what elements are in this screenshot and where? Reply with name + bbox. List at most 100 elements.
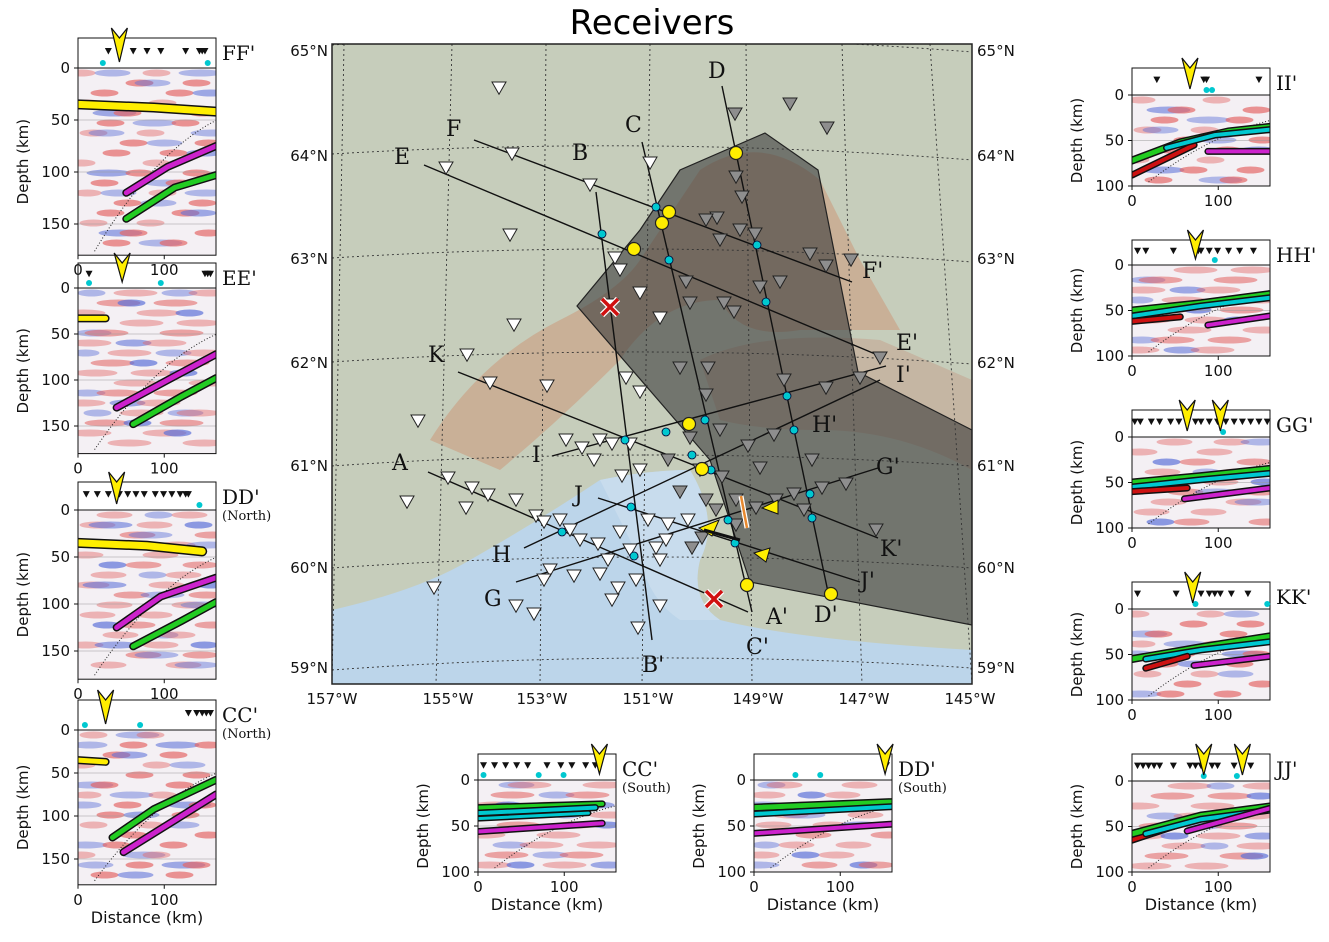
latitude-label: 60°N xyxy=(977,559,1015,577)
y-tick-label: 50 xyxy=(1105,818,1124,836)
x-marker xyxy=(599,296,621,318)
y-tick-label: 50 xyxy=(1105,474,1124,492)
x-marker xyxy=(703,588,725,610)
y-tick-label: 100 xyxy=(1095,519,1124,537)
profile-label: J' xyxy=(858,569,875,594)
arrow-marker xyxy=(1181,57,1199,90)
profile-label: K xyxy=(428,343,445,368)
arrow-marker xyxy=(97,689,115,725)
x-tick-label: 0 xyxy=(1127,706,1137,724)
y-tick-label: 150 xyxy=(41,417,70,435)
x-tick-label: 0 xyxy=(1127,192,1137,210)
x-tick-label: 0 xyxy=(749,878,759,896)
y-axis-label: Depth (km) xyxy=(1068,784,1086,869)
y-tick-label: 100 xyxy=(1095,691,1124,709)
x-tick-label: 100 xyxy=(550,878,579,896)
y-tick-label: 0 xyxy=(736,771,746,789)
y-tick-label: 0 xyxy=(460,771,470,789)
panel-label: HH' xyxy=(1276,243,1316,267)
latitude-label: 61°N xyxy=(290,457,328,475)
map-area: 65°N 64°N 63°N 62°N 61°N 60°N 59°N 65°N 64°N 63°… xyxy=(290,42,1015,708)
arrow-marker xyxy=(752,547,771,563)
profile-label: I xyxy=(532,443,541,468)
longitude-label: 149°W xyxy=(733,690,784,708)
profile-label: A xyxy=(391,451,409,476)
panel-label: II' xyxy=(1276,71,1297,95)
y-tick-label: 100 xyxy=(41,807,70,825)
profile-label: C xyxy=(625,113,642,138)
arrow-marker xyxy=(1233,743,1251,776)
panel-label: GG' xyxy=(1276,413,1313,437)
x-tick-label: 0 xyxy=(73,460,83,478)
receiver-markers xyxy=(399,81,888,636)
y-tick-label: 100 xyxy=(441,863,470,881)
latitude-label: 65°N xyxy=(977,42,1015,60)
y-tick-label: 50 xyxy=(1105,646,1124,664)
arrow-marker xyxy=(1184,571,1202,604)
arrow-marker xyxy=(110,27,128,63)
y-axis-label: Depth (km) xyxy=(1068,98,1086,183)
panel-label: FF' xyxy=(222,41,255,65)
longitude-label: 151°W xyxy=(623,690,674,708)
x-axis-label: Distance (km) xyxy=(1145,895,1257,914)
y-tick-label: 0 xyxy=(60,279,70,297)
y-tick-label: 50 xyxy=(451,817,470,835)
arrow-marker xyxy=(113,252,131,285)
profile-lines xyxy=(423,85,887,641)
latitude-label: 59°N xyxy=(290,659,328,677)
longitude-label: 147°W xyxy=(839,690,890,708)
x-tick-label: 0 xyxy=(73,891,83,909)
profile-label: A' xyxy=(765,605,788,630)
profile-label: E' xyxy=(896,331,918,356)
x-tick-label: 100 xyxy=(826,878,855,896)
y-tick-label: 50 xyxy=(51,111,70,129)
panel-sublabel: (South) xyxy=(622,781,671,796)
y-tick-label: 0 xyxy=(1114,256,1124,274)
y-tick-label: 0 xyxy=(60,59,70,77)
profile-label: J xyxy=(572,483,583,508)
latitude-label: 63°N xyxy=(977,250,1015,268)
source-points xyxy=(626,145,839,602)
panel-label: CC' xyxy=(622,757,658,781)
latitude-label: 64°N xyxy=(977,147,1015,165)
y-tick-label: 100 xyxy=(41,371,70,389)
x-tick-label: 100 xyxy=(1204,192,1233,210)
arrow-marker xyxy=(760,499,779,515)
x-tick-label: 0 xyxy=(1127,534,1137,552)
y-axis-label: Depth (km) xyxy=(1068,440,1086,525)
latitude-label: 60°N xyxy=(290,559,328,577)
x-tick-label: 100 xyxy=(1204,534,1233,552)
y-tick-label: 0 xyxy=(60,501,70,519)
y-axis-label: Depth (km) xyxy=(14,119,32,204)
profile-label: B xyxy=(572,141,588,166)
y-axis-label: Depth (km) xyxy=(414,783,432,868)
panel-label: JJ' xyxy=(1274,757,1298,781)
y-tick-label: 150 xyxy=(41,215,70,233)
latitude-label: 63°N xyxy=(290,250,328,268)
arrow-marker xyxy=(1186,229,1205,262)
profile-label: I' xyxy=(896,363,911,388)
panel-label: DD' xyxy=(222,485,260,509)
y-tick-label: 50 xyxy=(51,548,70,566)
latitude-label: 61°N xyxy=(977,457,1015,475)
panel-dd: DD'(North) 0 50 100 150 Depth (km) 0 100 xyxy=(14,471,271,703)
y-tick-label: 100 xyxy=(1095,177,1124,195)
arrow-marker xyxy=(697,519,720,537)
x-axis-label: Distance (km) xyxy=(767,895,879,914)
profile-label: B' xyxy=(642,653,664,678)
longitude-labels: 157°W 155°W 153°W 151°W 149°W 147°W 145°W xyxy=(307,690,996,708)
x-tick-label: 0 xyxy=(73,685,83,703)
y-tick-label: 50 xyxy=(51,764,70,782)
y-tick-label: 0 xyxy=(1114,428,1124,446)
x-tick-label: 100 xyxy=(1204,706,1233,724)
profile-label: H' xyxy=(812,413,837,438)
latitude-label: 65°N xyxy=(290,42,328,60)
y-tick-label: 100 xyxy=(1095,347,1124,365)
